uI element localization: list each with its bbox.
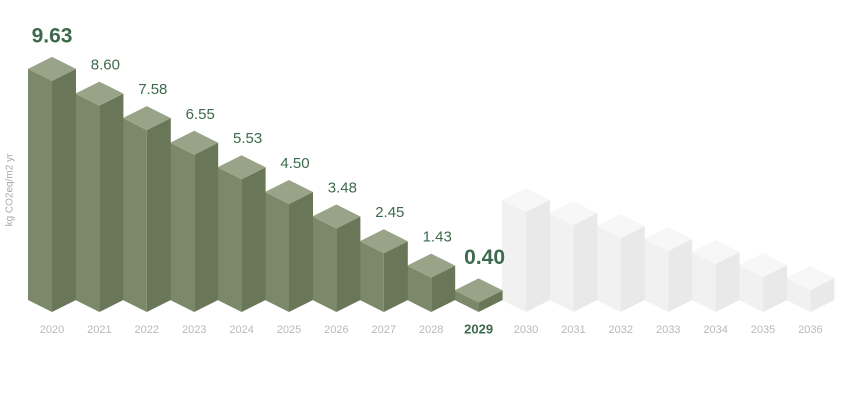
bar-top-face [217, 155, 266, 180]
bar-left-face [217, 167, 242, 312]
bar-left-face [691, 252, 716, 312]
y-axis-label: kg CO2eq/m2 yr [5, 153, 16, 226]
bar-left-face [312, 216, 337, 312]
x-tick-label: 2035 [751, 324, 775, 336]
bar-right-face [289, 192, 313, 312]
bar-top-face [502, 188, 550, 212]
bar-top-face [359, 229, 408, 254]
ghost-bar [502, 188, 550, 312]
bar-right-face [52, 68, 76, 312]
bar-right-face [336, 216, 361, 312]
bar-top-face [170, 130, 219, 155]
bar-right-face [431, 265, 456, 312]
x-tick-label: 2029 [464, 321, 493, 336]
bar-right-face [99, 93, 124, 312]
value-label: 5.53 [233, 130, 262, 147]
x-tick-label: 2026 [324, 324, 348, 336]
ghost-bar [691, 240, 740, 312]
bar-left-face [596, 226, 621, 312]
ghost-bar [596, 214, 645, 312]
bar-top-face [739, 253, 787, 277]
bar-top-face [549, 201, 598, 225]
bar-top-face [596, 214, 645, 238]
value-label: 1.43 [423, 229, 452, 246]
bar-left-face [359, 241, 384, 312]
bar-right-face [763, 265, 787, 312]
bar-right-face [194, 142, 219, 312]
ghost-bar [786, 266, 835, 312]
bar-right-face [620, 226, 645, 312]
bar-left-face [407, 265, 432, 312]
bar-right-face [478, 290, 503, 312]
bar [122, 106, 171, 312]
bar-top-face [454, 278, 503, 303]
bar-top-face [644, 227, 693, 251]
x-tick-label: 2020 [40, 324, 64, 336]
bar-left-face [786, 278, 811, 312]
bar-top-face [312, 204, 361, 229]
bar-left-face [122, 118, 147, 312]
bar [407, 253, 456, 312]
bar-right-face [146, 118, 171, 312]
bar-left-face [739, 265, 763, 312]
ghost-bar [739, 253, 787, 312]
x-tick-label: 2028 [419, 324, 443, 336]
bar [265, 180, 313, 312]
bar [359, 229, 408, 312]
bar-left-face [502, 200, 526, 312]
bar-left-face [75, 93, 100, 312]
x-tick-label: 2032 [609, 324, 633, 336]
bar-top-face [407, 253, 456, 278]
x-tick-label: 2021 [87, 324, 111, 336]
bar [312, 204, 361, 312]
x-tick-label: 2022 [135, 324, 159, 336]
x-tick-label: 2030 [514, 324, 538, 336]
x-tick-label: 2023 [182, 324, 206, 336]
value-label: 7.58 [138, 81, 167, 98]
value-label: 8.60 [91, 57, 120, 74]
bar [28, 56, 76, 312]
ghost-bar [549, 201, 598, 312]
bar-top-face [691, 240, 740, 264]
value-label: 2.45 [375, 204, 404, 221]
bar-left-face [454, 290, 479, 312]
ghost-bar [644, 227, 693, 312]
bar-top-face [28, 56, 76, 81]
bar-right-face [668, 239, 693, 312]
bar [454, 278, 503, 312]
bar-top-face [75, 81, 124, 106]
bar-left-face [265, 192, 289, 312]
bar-left-face [549, 213, 574, 312]
bar-left-face [644, 239, 669, 312]
bar-left-face [170, 142, 195, 312]
bar-top-face [122, 106, 171, 131]
bar [75, 81, 124, 312]
bar-right-face [810, 278, 835, 312]
value-label: 0.40 [464, 246, 505, 269]
value-label: 4.50 [280, 155, 309, 172]
value-label: 9.63 [32, 24, 73, 47]
x-tick-label: 2024 [229, 324, 253, 336]
bar-right-face [526, 200, 550, 312]
bar-right-face [715, 252, 740, 312]
bar [170, 130, 219, 312]
value-label: 3.48 [328, 179, 357, 196]
x-tick-label: 2033 [656, 324, 680, 336]
bar-right-face [241, 167, 266, 312]
x-tick-label: 2031 [561, 324, 585, 336]
x-tick-label: 2025 [277, 324, 301, 336]
x-tick-label: 2027 [372, 324, 396, 336]
value-label: 6.55 [186, 106, 215, 123]
bar [217, 155, 266, 312]
bar-left-face [28, 68, 52, 312]
bar-top-face [786, 266, 835, 290]
bar-right-face [573, 213, 598, 312]
bar-top-face [265, 180, 313, 204]
bar-right-face [383, 241, 408, 312]
x-tick-label: 2034 [703, 324, 727, 336]
x-tick-label: 2036 [798, 324, 822, 336]
